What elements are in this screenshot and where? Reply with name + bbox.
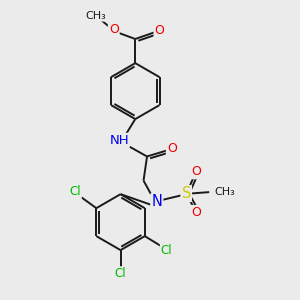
Text: O: O <box>191 165 201 178</box>
Text: CH₃: CH₃ <box>214 187 235 197</box>
Text: CH₃: CH₃ <box>85 11 106 21</box>
Text: O: O <box>154 24 164 37</box>
Text: Cl: Cl <box>69 185 81 198</box>
Text: N: N <box>151 194 162 209</box>
Text: O: O <box>191 206 201 219</box>
Text: O: O <box>109 23 119 36</box>
Text: NH: NH <box>109 134 129 147</box>
Text: Cl: Cl <box>115 267 126 280</box>
Text: O: O <box>167 142 177 155</box>
Text: S: S <box>182 186 191 201</box>
Text: Cl: Cl <box>161 244 172 257</box>
